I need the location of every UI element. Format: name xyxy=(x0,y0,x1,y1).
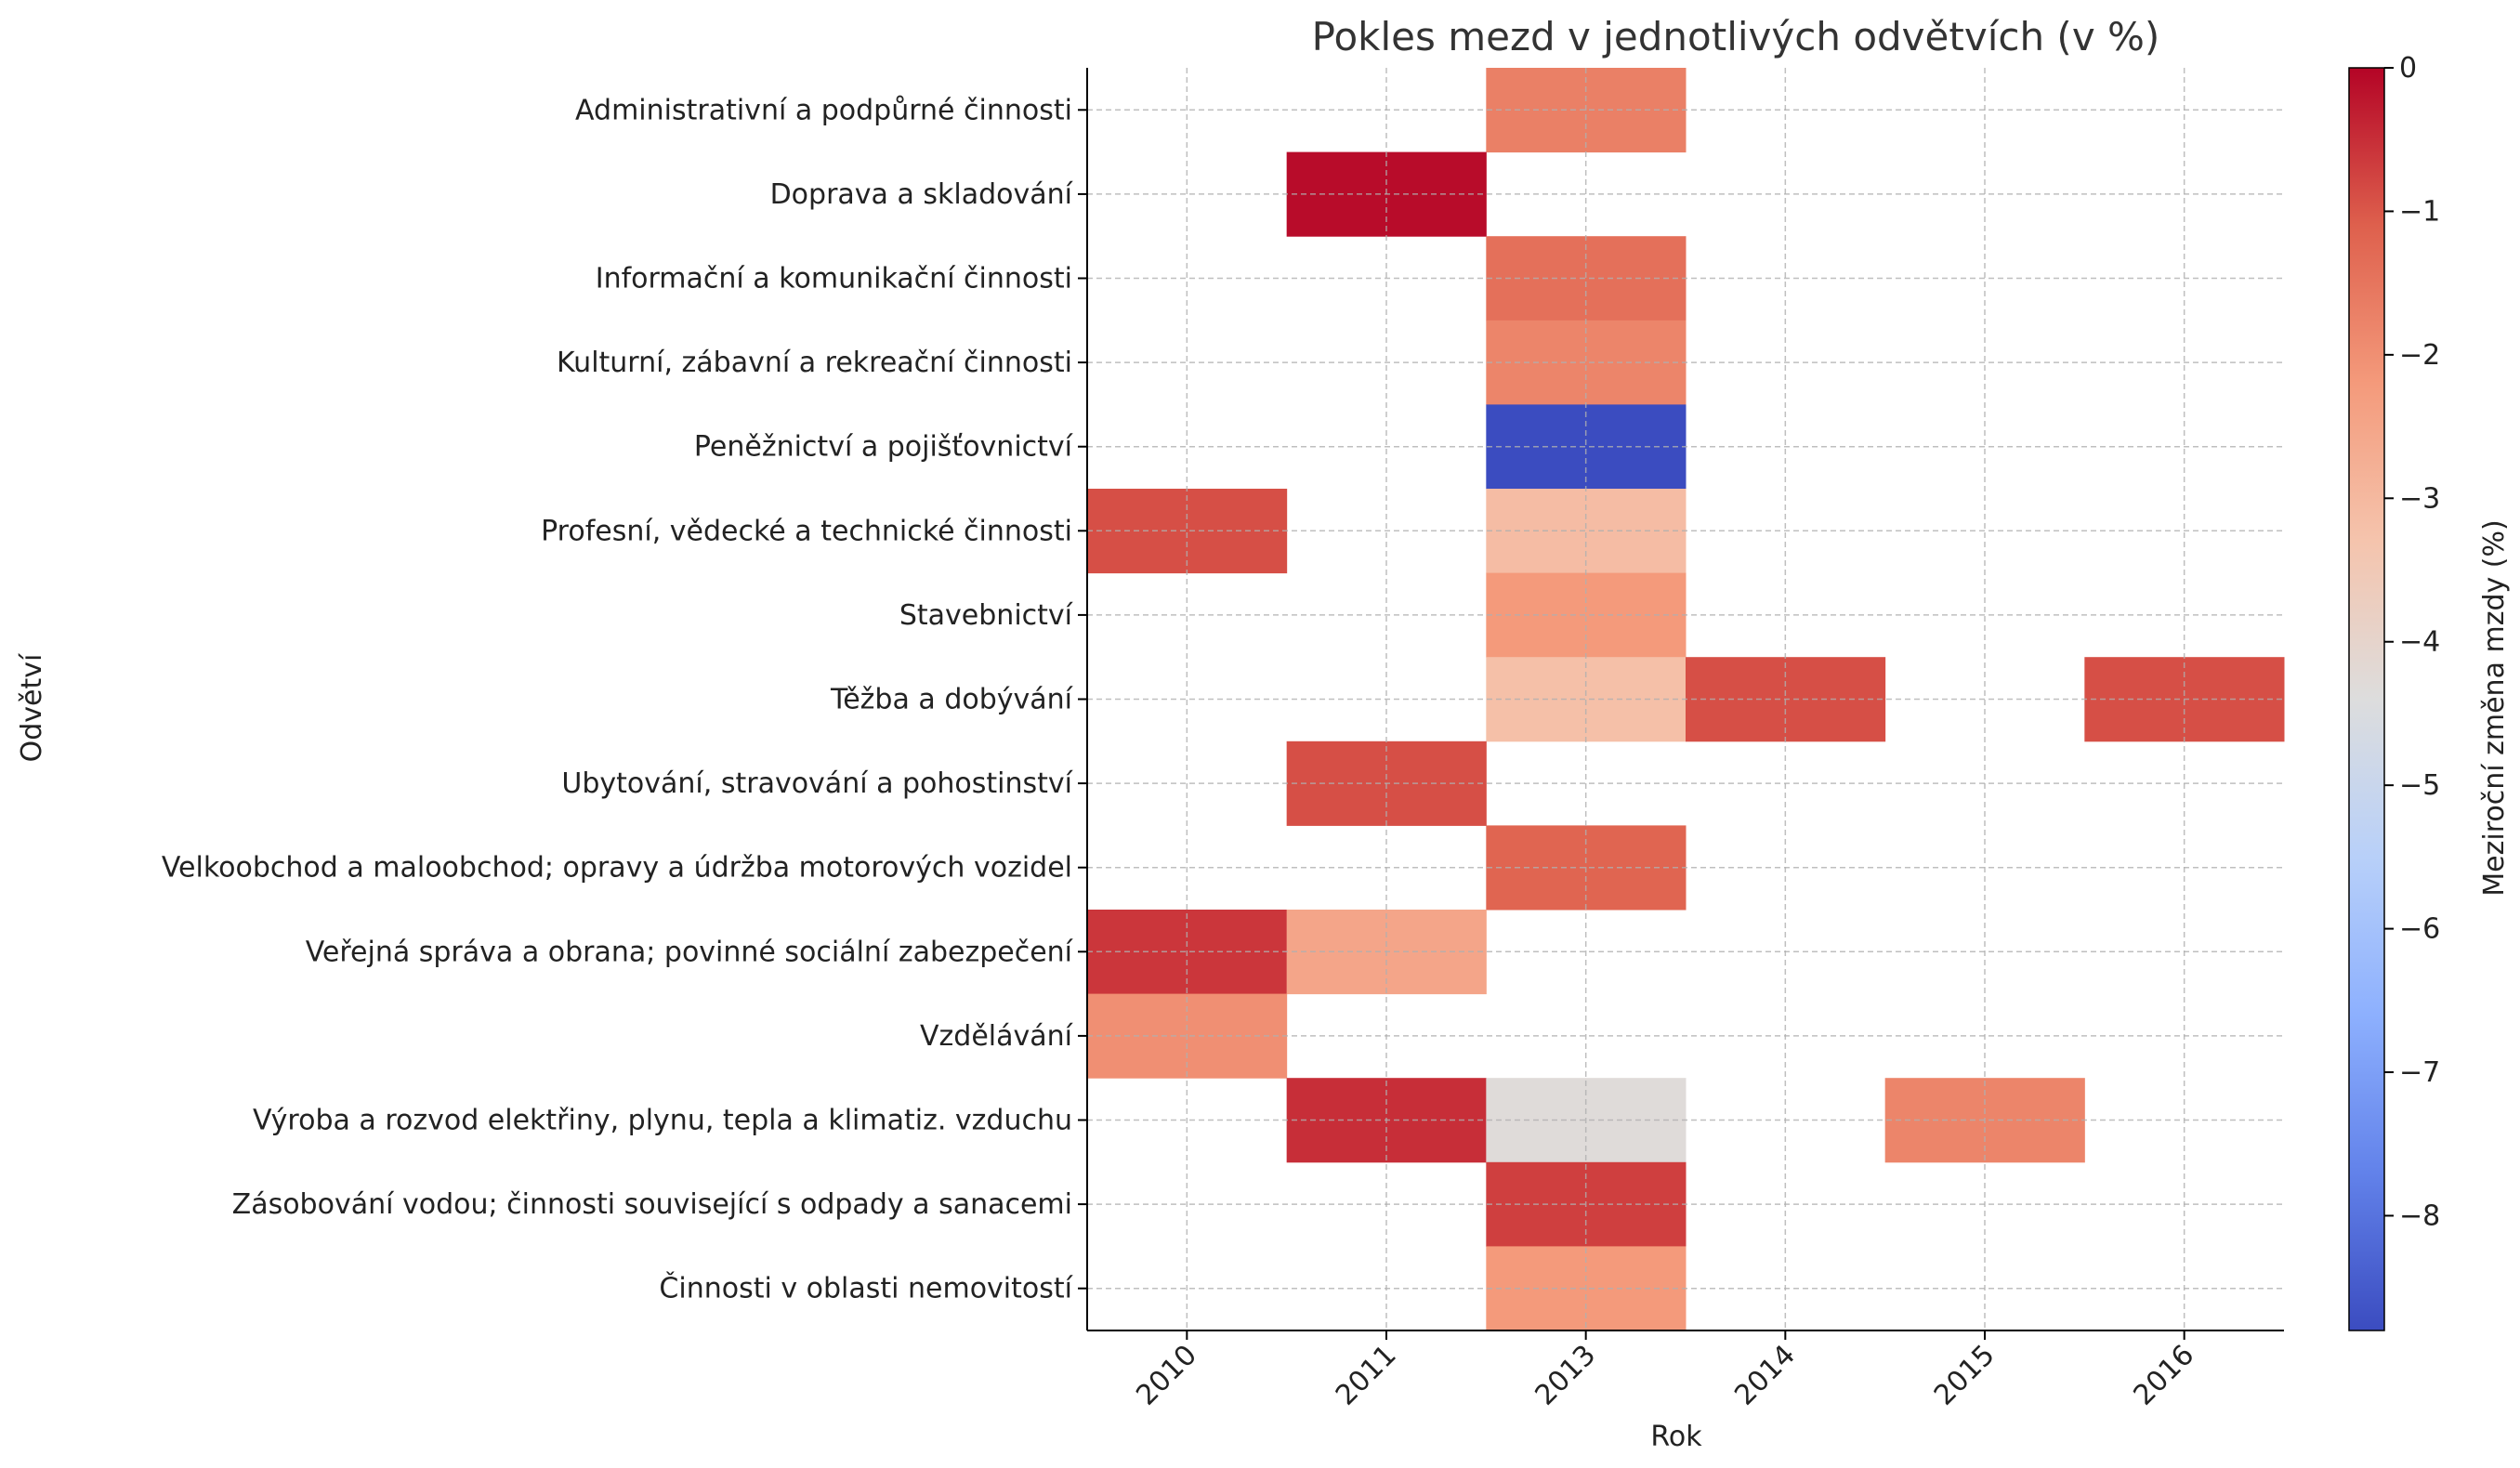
plot-area: Administrativní a podpůrné činnosti Dopra… xyxy=(162,68,2285,1412)
y-tick-label: Profesní, vědecké a technické činnosti xyxy=(541,515,1072,547)
colorbar-tick-label: 0 xyxy=(2399,52,2417,85)
y-tick-label: Veřejná správa a obrana; povinné sociáln… xyxy=(306,936,1074,968)
colorbar-tick-label: −6 xyxy=(2399,913,2440,946)
y-tick-label: Zásobování vodou; činnosti související s… xyxy=(232,1188,1072,1221)
colorbar-tick-label: −3 xyxy=(2399,482,2440,515)
y-tick-label: Ubytování, stravování a pohostinství xyxy=(561,767,1073,800)
x-tick-label: 2014 xyxy=(1728,1339,1802,1412)
x-tick-label: 2010 xyxy=(1130,1339,1203,1412)
y-tick-label: Kulturní, zábavní a rekreační činnosti xyxy=(557,347,1072,379)
y-tick-label: Výroba a rozvod elektřiny, plynu, tepla … xyxy=(253,1105,1072,1137)
y-tick-label: Těžba a dobývání xyxy=(830,684,1074,716)
colorbar-label: Meziroční změna mzdy (%) xyxy=(2478,519,2511,896)
x-tick-label: 2013 xyxy=(1529,1339,1603,1412)
colorbar-tick-label: −2 xyxy=(2399,339,2440,372)
colorbar-tick-label: −1 xyxy=(2399,195,2440,228)
y-tick-label: Vzdělávání xyxy=(920,1020,1074,1053)
x-tick-label: 2011 xyxy=(1330,1339,1403,1412)
colorbar-tick-label: −5 xyxy=(2399,769,2440,802)
x-tick-label: 2016 xyxy=(2128,1339,2201,1412)
x-axis-label: Rok xyxy=(1650,1421,1702,1453)
y-tick-label: Činnosti v oblasti nemovitostí xyxy=(659,1271,1073,1305)
y-tick-label: Doprava a skladování xyxy=(770,178,1074,211)
colorbar-tick-label: −7 xyxy=(2399,1056,2440,1089)
y-axis-label: Odvětví xyxy=(16,652,48,762)
y-tick-label: Stavebnictví xyxy=(899,599,1074,632)
colorbar-tick-label: −8 xyxy=(2399,1199,2440,1232)
colorbar-tick-label: −4 xyxy=(2399,626,2440,659)
y-tick-label: Administrativní a podpůrné činnosti xyxy=(575,94,1072,126)
y-tick-label: Informační a komunikační činnosti xyxy=(596,263,1072,295)
colorbar-gradient xyxy=(2348,67,2385,1331)
y-tick-label: Velkoobchod a maloobchod; opravy a údržb… xyxy=(162,852,1072,885)
x-tick-label: 2015 xyxy=(1928,1339,2002,1412)
y-tick-label: Peněžnictví a pojišťovnictví xyxy=(694,431,1074,464)
chart-title: Pokles mezd v jednotlivých odvětvích (v … xyxy=(1312,14,2160,59)
colorbar: 0 −1 −2 −3 −4 −5 −6 −7 −8 xyxy=(2348,52,2440,1331)
